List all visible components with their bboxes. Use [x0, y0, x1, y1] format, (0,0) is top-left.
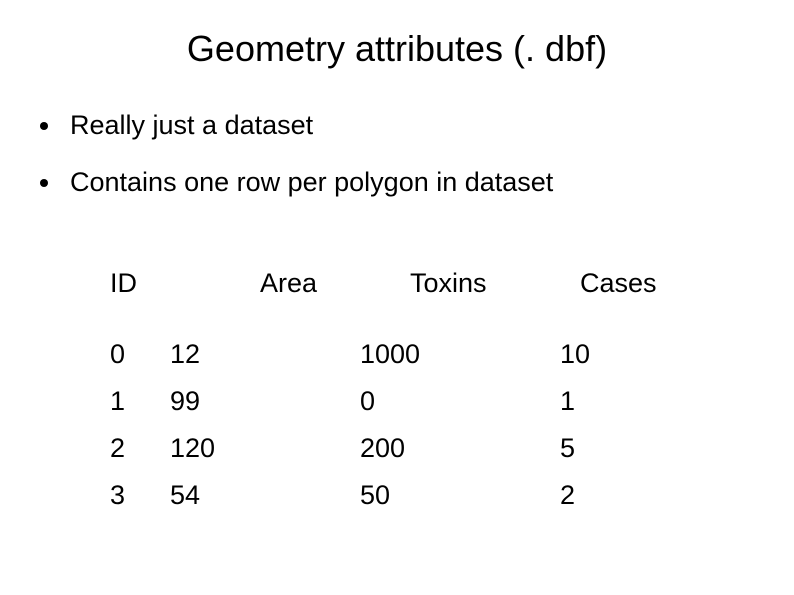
cell-toxins: 1000 [360, 339, 560, 370]
bullet-list: Really just a dataset Contains one row p… [40, 110, 754, 224]
cell-toxins: 200 [360, 433, 560, 464]
cell-area: 12 [170, 339, 360, 370]
table-header-row: ID Area Toxins Cases [110, 268, 710, 299]
cell-id: 1 [110, 386, 170, 417]
cell-cases: 5 [560, 433, 680, 464]
table-row: 1 99 0 1 [110, 386, 710, 417]
column-header-area: Area [240, 268, 400, 299]
bullet-text: Contains one row per polygon in dataset [70, 167, 553, 198]
column-header-id: ID [110, 268, 240, 299]
table-body: 0 12 1000 10 1 99 0 1 2 120 200 5 3 54 5… [110, 339, 710, 511]
column-header-toxins: Toxins [400, 268, 570, 299]
bullet-icon [40, 122, 48, 130]
cell-area: 99 [170, 386, 360, 417]
table-row: 3 54 50 2 [110, 480, 710, 511]
cell-area: 54 [170, 480, 360, 511]
column-header-cases: Cases [570, 268, 710, 299]
bullet-text: Really just a dataset [70, 110, 313, 141]
cell-id: 0 [110, 339, 170, 370]
cell-id: 3 [110, 480, 170, 511]
bullet-icon [40, 179, 48, 187]
data-table: ID Area Toxins Cases 0 12 1000 10 1 99 0… [110, 268, 710, 527]
cell-cases: 10 [560, 339, 680, 370]
slide: Geometry attributes (. dbf) Really just … [0, 0, 794, 595]
cell-toxins: 0 [360, 386, 560, 417]
cell-id: 2 [110, 433, 170, 464]
list-item: Contains one row per polygon in dataset [40, 167, 754, 198]
cell-toxins: 50 [360, 480, 560, 511]
cell-cases: 2 [560, 480, 680, 511]
cell-area: 120 [170, 433, 360, 464]
cell-cases: 1 [560, 386, 680, 417]
table-row: 0 12 1000 10 [110, 339, 710, 370]
list-item: Really just a dataset [40, 110, 754, 141]
page-title: Geometry attributes (. dbf) [0, 28, 794, 70]
table-row: 2 120 200 5 [110, 433, 710, 464]
